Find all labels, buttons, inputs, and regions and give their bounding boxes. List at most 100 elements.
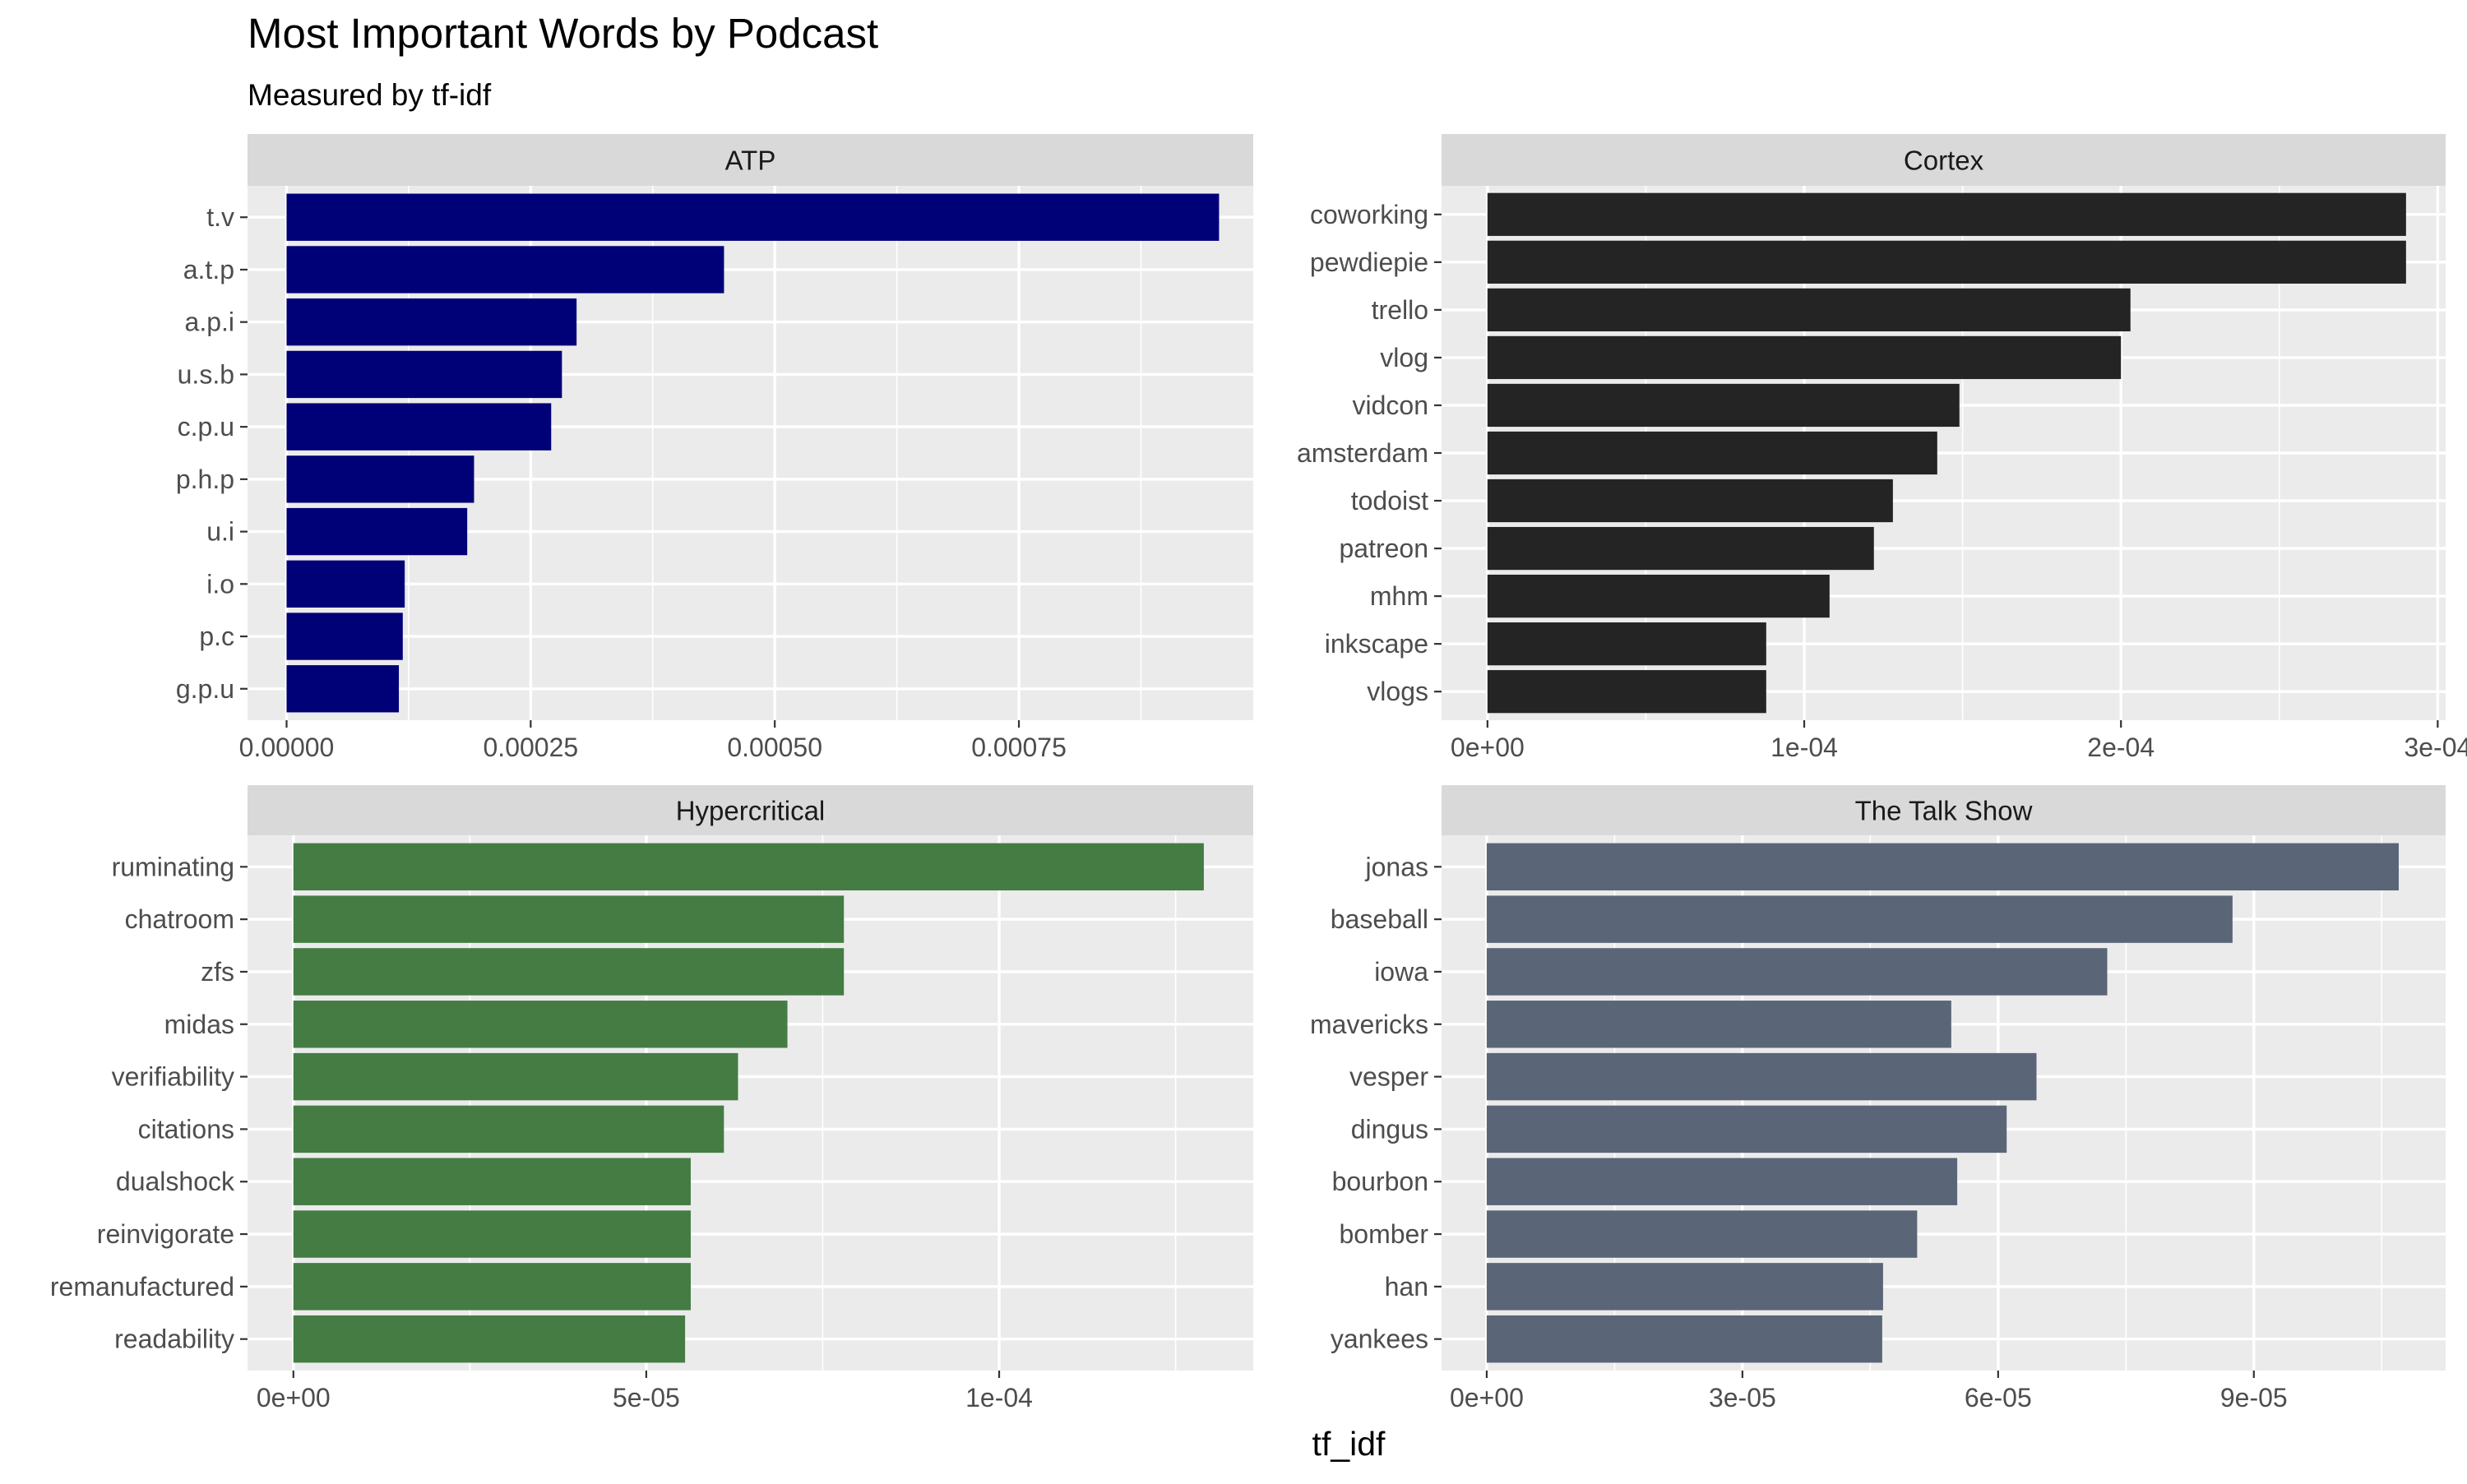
bar [1486,1001,1951,1048]
x-tick-label: 5e-05 [613,1383,680,1412]
x-tick-label: 0.00025 [484,733,579,762]
x-tick-label: 2e-04 [2087,733,2155,762]
bar [286,613,403,660]
y-tick-label: patreon [1339,534,1428,563]
y-tick-label: citations [138,1114,234,1144]
bar [1487,431,1937,475]
x-tick-label: 0e+00 [1451,733,1525,762]
bar [293,1263,691,1311]
y-tick-label: verifiability [112,1062,234,1092]
y-tick-label: dingus [1351,1114,1428,1144]
y-tick-label: u.i [206,517,234,547]
x-tick-label: 9e-05 [2220,1383,2288,1412]
y-tick-label: g.p.u [176,674,234,704]
facet-strip [248,785,1253,835]
bar [286,403,552,451]
facet-strip-label: The Talk Show [1855,796,2033,826]
y-tick-label: vlog [1380,343,1428,372]
x-axis-title: tf_idf [1312,1425,1386,1463]
bar [1486,895,2233,943]
bar [1487,526,1874,571]
bar [293,843,1204,891]
bar [293,1001,788,1048]
bar [1487,622,1766,666]
x-tick-label: 1e-04 [1770,733,1838,762]
x-tick-label: 0.00050 [727,733,822,762]
y-tick-label: jonas [1365,852,1429,881]
y-tick-label: yankees [1331,1325,1428,1354]
y-tick-label: bourbon [1332,1167,1428,1196]
y-tick-label: inkscape [1325,629,1428,659]
bar [286,350,562,399]
y-tick-label: han [1385,1272,1428,1301]
y-tick-label: c.p.u [178,412,234,442]
y-tick-label: ruminating [112,852,234,881]
facet-strip [1442,134,2446,186]
x-tick-label: 3e-04 [2404,733,2467,762]
y-tick-label: trello [1372,295,1428,325]
bar [293,1105,724,1153]
x-tick-label: 6e-05 [1965,1383,2032,1412]
y-tick-label: t.v [206,202,234,232]
y-tick-label: iowa [1374,957,1428,987]
facet-strip [248,134,1253,186]
y-tick-label: zfs [201,957,234,987]
bar [293,1210,691,1258]
x-tick-label: 0.00000 [239,733,335,762]
y-tick-label: p.c [199,622,234,651]
bar [1487,478,1893,523]
y-tick-label: u.s.b [178,359,234,389]
facet-strip-label: Cortex [1904,146,1984,176]
bar [293,1315,686,1363]
y-tick-label: baseball [1331,904,1428,934]
x-tick-label: 3e-05 [1709,1383,1776,1412]
bar [1487,240,2406,284]
x-tick-label: 0e+00 [257,1383,331,1412]
x-tick-label: 1e-04 [965,1383,1033,1412]
bar [1487,670,1766,714]
y-tick-label: midas [164,1010,234,1039]
y-tick-label: amsterdam [1297,438,1428,468]
bar [293,948,845,996]
y-tick-label: chatroom [125,904,234,934]
chart-title: Most Important Words by Podcast [248,10,878,57]
y-tick-label: i.o [206,569,234,599]
bar [286,298,577,346]
chart-subtitle: Measured by tf-idf [248,78,492,112]
y-tick-label: vlogs [1367,677,1428,706]
y-tick-label: vidcon [1353,391,1429,420]
y-tick-label: dualshock [116,1167,235,1196]
x-tick-label: 0.00075 [971,733,1067,762]
bar [1487,574,1830,618]
y-tick-label: mavericks [1310,1010,1428,1039]
x-tick-label: 0e+00 [1450,1383,1524,1412]
facet-panels: ATP t.v a.t.p a.p.i u.s.b c.p.u p.h.p u.i i.o p.c… [50,134,2467,1412]
facet-strip-label: Hypercritical [676,796,826,826]
bar [1487,192,2406,236]
bar [1486,1052,2037,1101]
bar [286,507,468,556]
facet-strip [1442,785,2446,835]
bar [293,1052,738,1101]
y-tick-label: vesper [1349,1062,1428,1092]
y-tick-label: bomber [1340,1219,1429,1249]
bar [1487,288,2131,332]
y-tick-label: reinvigorate [97,1219,234,1249]
y-tick-label: p.h.p [176,465,234,494]
bar [286,560,405,608]
bar [293,895,845,943]
y-tick-label: a.p.i [185,307,234,337]
bar [1486,948,2108,996]
y-tick-label: pewdiepie [1310,247,1428,277]
bar [1486,1105,2007,1153]
bar [1486,1315,1882,1363]
y-tick-label: a.t.p [183,255,234,284]
bar [1486,1263,1883,1311]
facet-strip-label: ATP [725,146,776,176]
bar [286,246,724,294]
y-tick-label: coworking [1310,200,1428,229]
facet-atp: ATP t.v a.t.p a.p.i u.s.b c.p.u p.h.p u.i i.o p.c… [176,134,1253,762]
bar [1487,383,1960,428]
